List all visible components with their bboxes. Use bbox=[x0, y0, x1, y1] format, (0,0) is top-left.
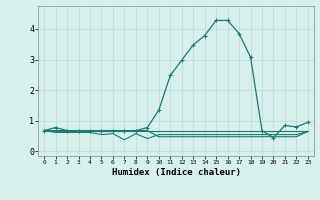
X-axis label: Humidex (Indice chaleur): Humidex (Indice chaleur) bbox=[111, 168, 241, 177]
